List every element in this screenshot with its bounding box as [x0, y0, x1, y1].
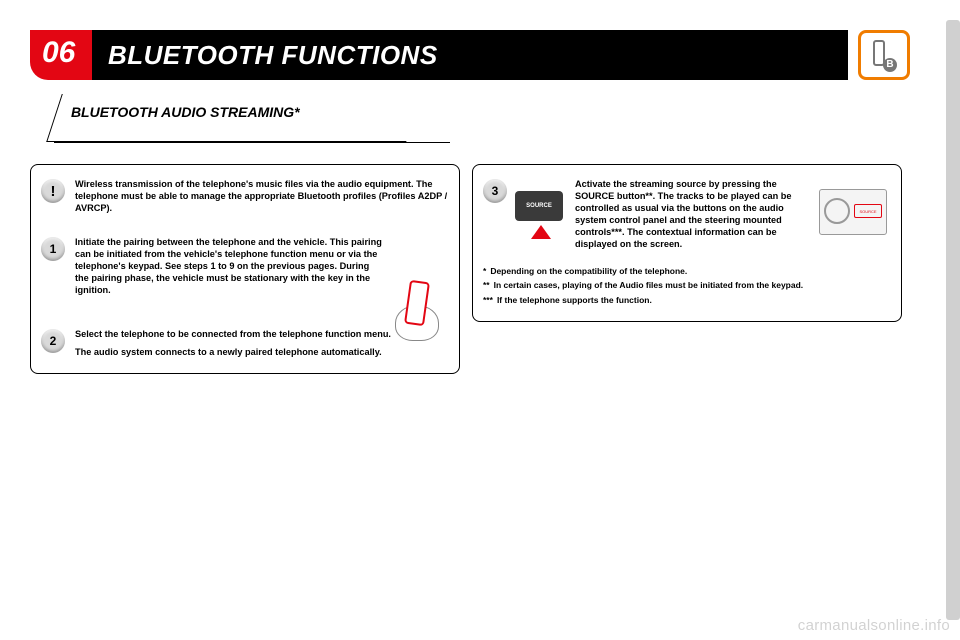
footnote-2-text: In certain cases, playing of the Audio f… — [494, 279, 804, 292]
footnote-3-mark: *** — [483, 294, 493, 307]
page-title: BLUETOOTH FUNCTIONS — [108, 40, 438, 71]
warning-text: Wireless transmission of the telephone's… — [75, 179, 449, 215]
radio-unit-icon: SOURCE — [819, 179, 891, 235]
step3-box: 3 SOURCE Activate the streaming source b… — [483, 179, 891, 251]
header: 06 BLUETOOTH FUNCTIONS B — [30, 30, 920, 82]
warning-icon: ! — [41, 179, 65, 203]
left-column: ! Wireless transmission of the telephone… — [30, 164, 460, 374]
subtitle-underline — [54, 142, 450, 143]
subtitle-box: BLUETOOTH AUDIO STREAMING* — [46, 94, 422, 142]
step1-text: Initiate the pairing between the telepho… — [75, 237, 383, 297]
step2-line2: The audio system connects to a newly pai… — [75, 347, 391, 359]
side-grey-bar — [946, 20, 960, 620]
step2-line1: Select the telephone to be connected fro… — [75, 329, 391, 341]
footnote-1-mark: * — [483, 265, 486, 278]
warning-box: ! Wireless transmission of the telephone… — [41, 179, 449, 215]
footnote-2-mark: ** — [483, 279, 490, 292]
footnote-3-text: If the telephone supports the function. — [497, 294, 652, 307]
source-button-graphic: SOURCE — [515, 179, 567, 239]
step1-box: 1 Initiate the pairing between the telep… — [41, 237, 449, 297]
step2-box: 2 Select the telephone to be connected f… — [41, 329, 449, 359]
step2-text: Select the telephone to be connected fro… — [75, 329, 391, 359]
right-column: 3 SOURCE Activate the streaming source b… — [472, 164, 902, 322]
step3-text: Activate the streaming source by pressin… — [575, 179, 811, 251]
footnote-2: ** In certain cases, playing of the Audi… — [483, 279, 891, 292]
watermark: carmanualsonline.info — [798, 617, 950, 634]
bluetooth-phone-icon: B — [858, 30, 910, 80]
step3-badge: 3 — [483, 179, 507, 203]
footnote-1-text: Depending on the compatibility of the te… — [490, 265, 687, 278]
section-number: 06 — [42, 36, 75, 70]
footnote-3: *** If the telephone supports the functi… — [483, 294, 891, 307]
page-container: 06 BLUETOOTH FUNCTIONS B BLUETOOTH AUDIO… — [30, 30, 920, 590]
arrow-up-icon — [531, 225, 551, 239]
source-button-label: SOURCE — [515, 191, 563, 221]
step1-badge: 1 — [41, 237, 65, 261]
title-bar: BLUETOOTH FUNCTIONS — [92, 30, 848, 80]
footnotes: * Depending on the compatibility of the … — [483, 265, 891, 307]
step2-badge: 2 — [41, 329, 65, 353]
handheld-phone-icon — [391, 275, 447, 355]
subtitle: BLUETOOTH AUDIO STREAMING* — [57, 94, 416, 130]
radio-source-label: SOURCE — [854, 204, 882, 218]
body: BLUETOOTH AUDIO STREAMING* ! Wireless tr… — [30, 94, 920, 590]
footnote-1: * Depending on the compatibility of the … — [483, 265, 891, 278]
